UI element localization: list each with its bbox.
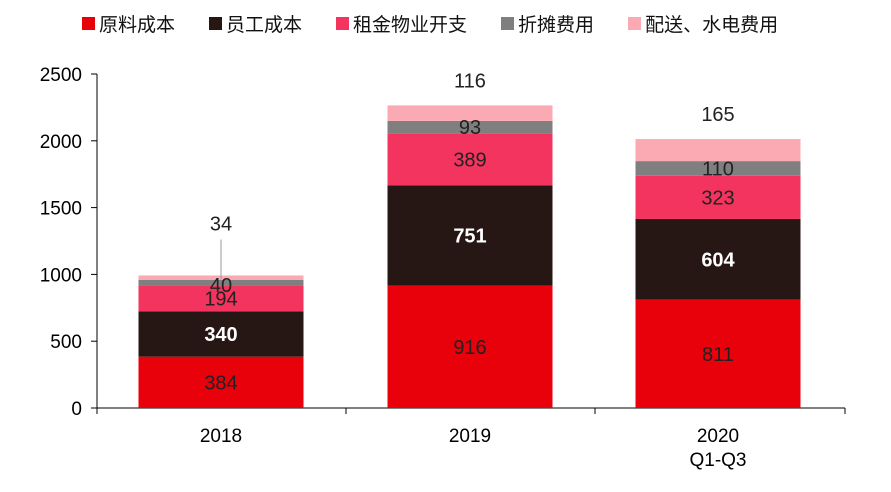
y-tick-label-3: 1500 [40, 199, 82, 220]
data-label-2-1: 604 [701, 249, 735, 271]
y-tick-label-5: 2500 [40, 65, 82, 86]
legend-item-rent: 租金物业开支 [336, 10, 467, 37]
legend: 原料成本 员工成本 租金物业开支 折摊费用 配送、水电费用 [82, 10, 812, 37]
legend-swatch-rent [336, 17, 350, 30]
legend-item-material: 原料成本 [82, 10, 175, 37]
bar-2-segment-0 [635, 299, 801, 408]
bar-2-segment-4 [635, 139, 801, 162]
legend-label-depreciation: 折摊费用 [518, 14, 595, 36]
y-tick-label-0: 0 [71, 399, 82, 420]
data-label-1-0: 916 [453, 337, 486, 359]
data-label-0-2: 194 [204, 288, 237, 310]
legend-swatch-staff [209, 17, 223, 30]
bar-0-segment-2 [138, 285, 304, 312]
legend-item-depreciation: 折摊费用 [501, 10, 594, 37]
data-label-0-4: 34 [210, 213, 232, 235]
bar-1-segment-0 [387, 285, 553, 408]
legend-swatch-delivery [628, 17, 642, 30]
x-tick-label-2-line2: Q1-Q3 [689, 450, 746, 471]
y-tick-label-4: 2000 [40, 132, 82, 153]
bar-1-segment-3 [387, 120, 553, 134]
data-label-0-1: 340 [204, 324, 237, 346]
x-tick-label-0: 2018 [200, 426, 242, 447]
legend-item-delivery: 配送、水电费用 [628, 10, 778, 37]
legend-swatch-material [82, 17, 95, 30]
bar-1-segment-4 [387, 105, 553, 121]
bar-2-segment-1 [635, 218, 801, 300]
data-label-1-3: 93 [459, 117, 481, 139]
data-label-0-0: 384 [204, 372, 237, 394]
bar-1-segment-2 [387, 133, 553, 186]
bar-0-segment-0 [138, 356, 304, 408]
x-tick-label-2: 2020 [697, 426, 739, 447]
data-label-1-1: 751 [453, 225, 486, 247]
bar-0-segment-1 [138, 311, 304, 357]
data-label-2-3: 110 [702, 158, 734, 180]
bar-2-segment-3 [635, 161, 801, 176]
legend-swatch-depreciation [501, 17, 515, 30]
data-label-1-2: 389 [453, 149, 486, 171]
legend-label-material: 原料成本 [99, 14, 176, 36]
data-label-1-4: 116 [454, 70, 486, 92]
bar-0-segment-3 [138, 280, 304, 286]
bar-2-segment-2 [635, 175, 801, 219]
data-label-2-4: 165 [701, 104, 734, 126]
legend-label-staff: 员工成本 [226, 14, 303, 36]
x-tick-label-1: 2019 [449, 426, 491, 447]
data-label-2-2: 323 [701, 187, 734, 209]
bar-1-segment-1 [387, 185, 553, 286]
data-label-2-0: 811 [702, 344, 734, 366]
data-label-0-3: 40 [210, 275, 232, 297]
y-tick-label-2: 1000 [40, 265, 82, 286]
legend-label-rent: 租金物业开支 [353, 14, 468, 36]
legend-item-staff: 员工成本 [209, 10, 302, 37]
legend-label-delivery: 配送、水电费用 [645, 14, 779, 36]
y-tick-label-1: 500 [50, 332, 82, 353]
